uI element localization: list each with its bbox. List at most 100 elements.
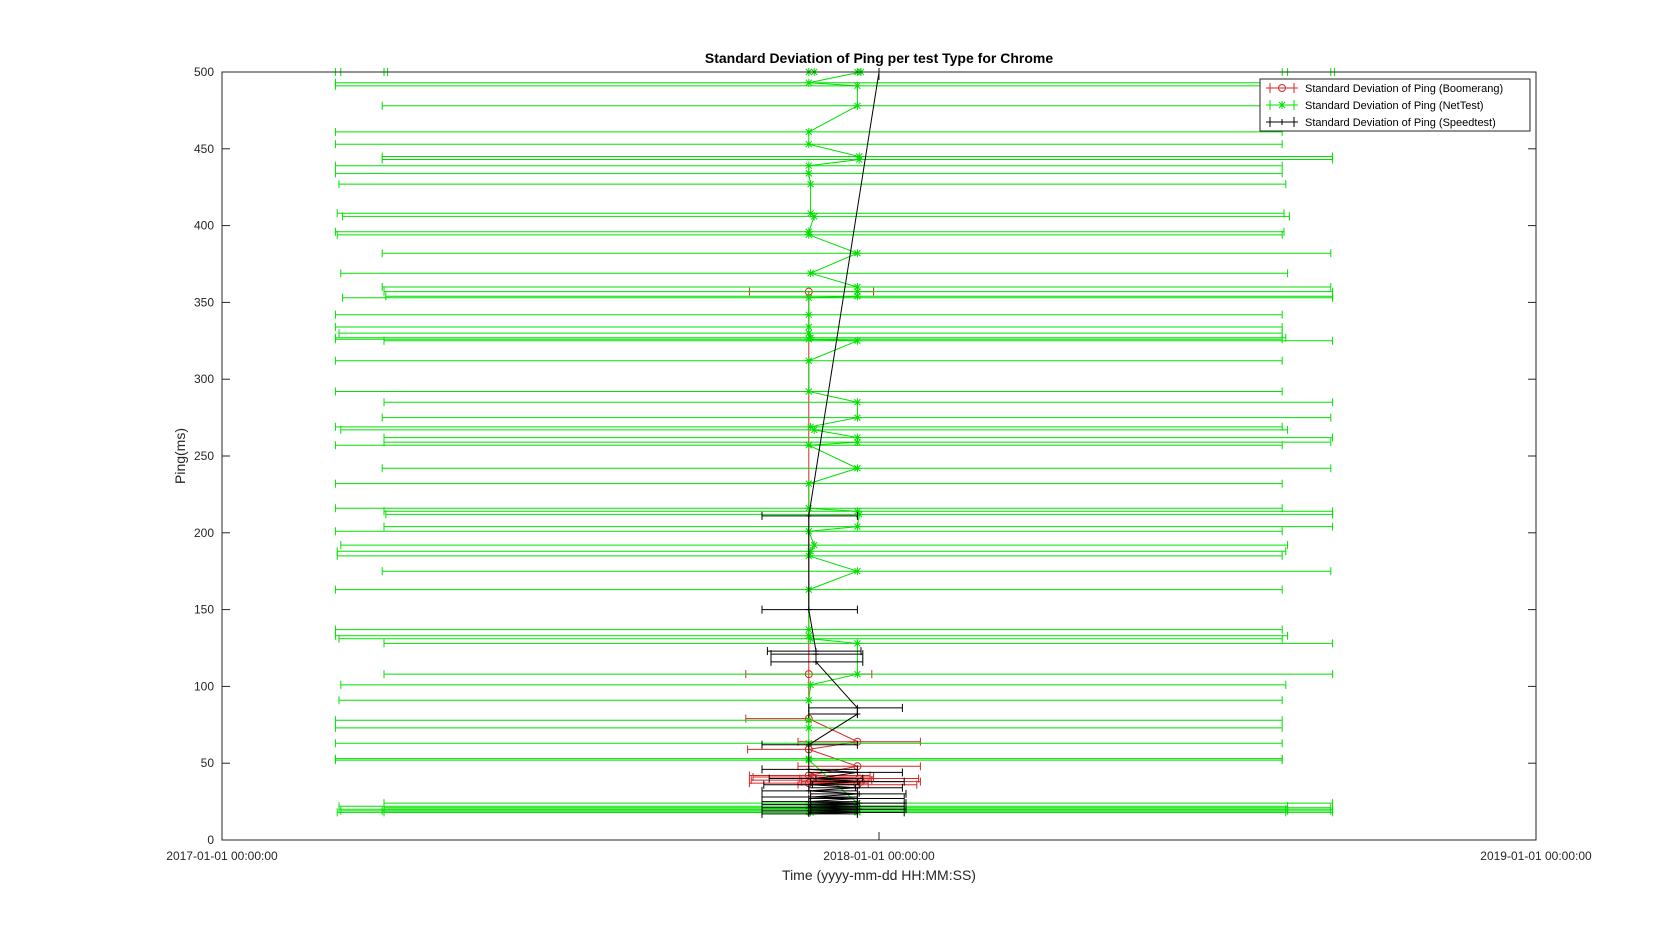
marker-stroke: [805, 357, 813, 365]
point-marker: [813, 651, 819, 658]
marker-stroke: [810, 426, 818, 434]
data-point: [338, 634, 1283, 643]
point-marker: [853, 81, 862, 90]
point-marker: [853, 398, 862, 407]
data-point: [761, 809, 858, 818]
point-marker: [804, 441, 813, 450]
data-point: [334, 387, 1283, 396]
data-point: [381, 464, 1332, 473]
point-marker: [805, 512, 812, 519]
series-layer: [334, 68, 1335, 818]
marker-stroke: [807, 209, 814, 217]
point-marker: [853, 413, 862, 422]
point-marker: [804, 78, 813, 87]
point-marker: [854, 769, 861, 776]
data-point: [334, 81, 1332, 90]
x-tick-label: 2017-01-01 00:00:00: [166, 849, 278, 863]
marker-stroke: [807, 180, 814, 188]
point-marker: [804, 716, 813, 725]
point-marker: [804, 356, 813, 365]
marker-stroke: [805, 480, 813, 488]
point-marker: [853, 101, 862, 110]
point-marker: [806, 269, 815, 278]
data-point: [342, 293, 1334, 302]
y-tick-label: 50: [201, 756, 215, 770]
data-point: [340, 425, 1289, 434]
point-marker: [805, 606, 812, 613]
point-marker: [855, 155, 864, 164]
marker-stroke: [805, 294, 813, 302]
legend-marker: [1279, 119, 1285, 125]
data-point: [338, 696, 1283, 705]
data-point: [808, 710, 861, 719]
marker-stroke: [854, 567, 861, 575]
marker-stroke: [854, 414, 861, 421]
marker-stroke: [807, 635, 814, 643]
data-point: [334, 356, 1283, 365]
marker-stroke: [805, 329, 813, 337]
data-point: [383, 639, 1334, 648]
marker-stroke: [854, 102, 861, 110]
point-marker: [853, 336, 862, 345]
point-marker: [804, 169, 813, 178]
point-marker: [805, 810, 812, 817]
marker-stroke: [855, 156, 863, 163]
data-point: [761, 511, 858, 520]
data-point: [340, 680, 1287, 689]
marker-stroke: [807, 269, 814, 277]
data-point: [381, 101, 1287, 110]
y-tick-label: 350: [194, 295, 214, 309]
data-point: [336, 230, 1283, 239]
point-marker: [810, 541, 819, 550]
data-point: [334, 335, 1283, 344]
marker-circle: [1278, 84, 1286, 92]
chart-title: Standard Deviation of Ping per test Type…: [705, 50, 1053, 66]
point-marker: [853, 249, 862, 258]
data-point: [340, 269, 1289, 278]
point-marker: [804, 127, 813, 136]
point-marker: [810, 212, 819, 221]
y-tick-label: 500: [194, 65, 214, 79]
point-marker: [853, 292, 862, 301]
marker-stroke: [810, 213, 818, 220]
y-tick-label: 100: [194, 679, 214, 693]
legend: Standard Deviation of Ping (Boomerang) St…: [1259, 78, 1531, 132]
marker-stroke: [807, 423, 814, 431]
marker-stroke: [805, 311, 813, 319]
data-point: [334, 631, 1289, 640]
data-point: [761, 740, 858, 749]
marker-stroke: [805, 626, 813, 633]
data-point: [383, 670, 1334, 679]
marker-stroke: [810, 541, 818, 549]
marker-stroke: [805, 388, 813, 395]
legend-label: Standard Deviation of Ping (Speedtest): [1305, 117, 1496, 129]
data-point: [808, 768, 903, 777]
legend-entry-1: Standard Deviation of Ping (Boomerang): [1266, 83, 1503, 95]
marker-stroke: [854, 249, 861, 257]
legend-label: Standard Deviation of Ping (NetTest): [1305, 100, 1484, 112]
marker-stroke: [805, 441, 813, 449]
point-marker: [806, 634, 815, 643]
data-point: [334, 161, 1283, 170]
marker-stroke: [854, 438, 861, 446]
data-point: [334, 716, 1283, 725]
legend-entry-2: Standard Deviation of Ping (NetTest): [1266, 100, 1484, 112]
marker-stroke: [854, 464, 861, 472]
x-tick-label: 2019-01-01 00:00:00: [1480, 849, 1592, 863]
point-marker: [804, 310, 813, 319]
y-tick-label: 250: [194, 449, 214, 463]
data-point: [770, 657, 864, 666]
point-marker: [804, 230, 813, 239]
point-marker: [853, 670, 862, 679]
point-marker: [853, 567, 862, 576]
point-marker: [806, 180, 815, 189]
point-marker: [804, 723, 813, 732]
marker-stroke: [805, 140, 813, 148]
point-marker: [804, 479, 813, 488]
legend-box: [1259, 78, 1531, 132]
point-marker: [853, 639, 862, 648]
marker-stroke: [807, 681, 814, 689]
point-marker: [804, 161, 813, 170]
point-marker: [854, 711, 861, 718]
